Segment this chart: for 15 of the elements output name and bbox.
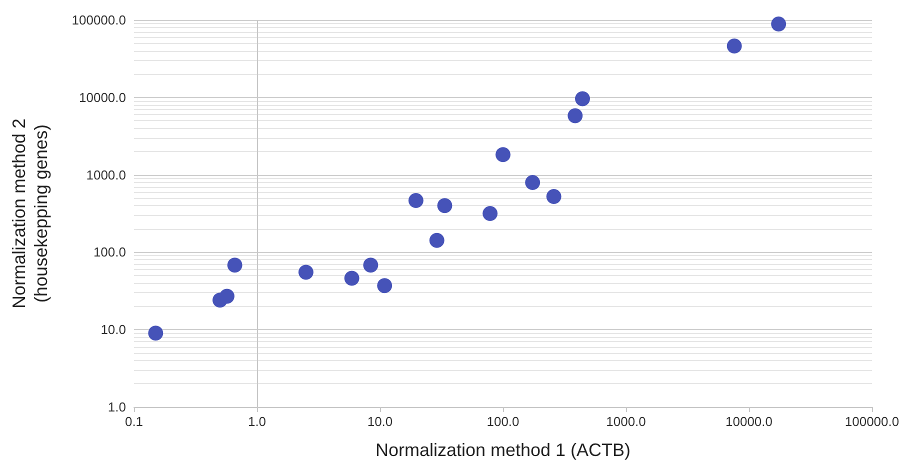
x-tick-label: 100000.0 <box>844 414 900 429</box>
y-tick-label: 1.0 <box>108 400 126 414</box>
x-tick-label: 10.0 <box>367 414 393 429</box>
y-tick-label: 10.0 <box>100 322 126 338</box>
x-tick-label: 1.0 <box>248 414 266 429</box>
y-tick-label: 1000.0 <box>86 167 126 182</box>
y-tick-label: 10000.0 <box>79 90 126 105</box>
x-tick-label: 1000.0 <box>606 414 646 429</box>
y-tick-label: 100.0 <box>93 244 126 260</box>
y-tick-label: 100000.0 <box>72 12 126 28</box>
y-axis-title: Normalization method 2 (housekepping genes) <box>9 118 51 309</box>
x-tick-label: 100.0 <box>486 414 520 429</box>
x-axis-title: Normalization method 1 (ACTB) <box>375 440 631 460</box>
x-tick-label: 10000.0 <box>726 414 772 429</box>
x-tick-label: 0.1 <box>124 414 144 429</box>
